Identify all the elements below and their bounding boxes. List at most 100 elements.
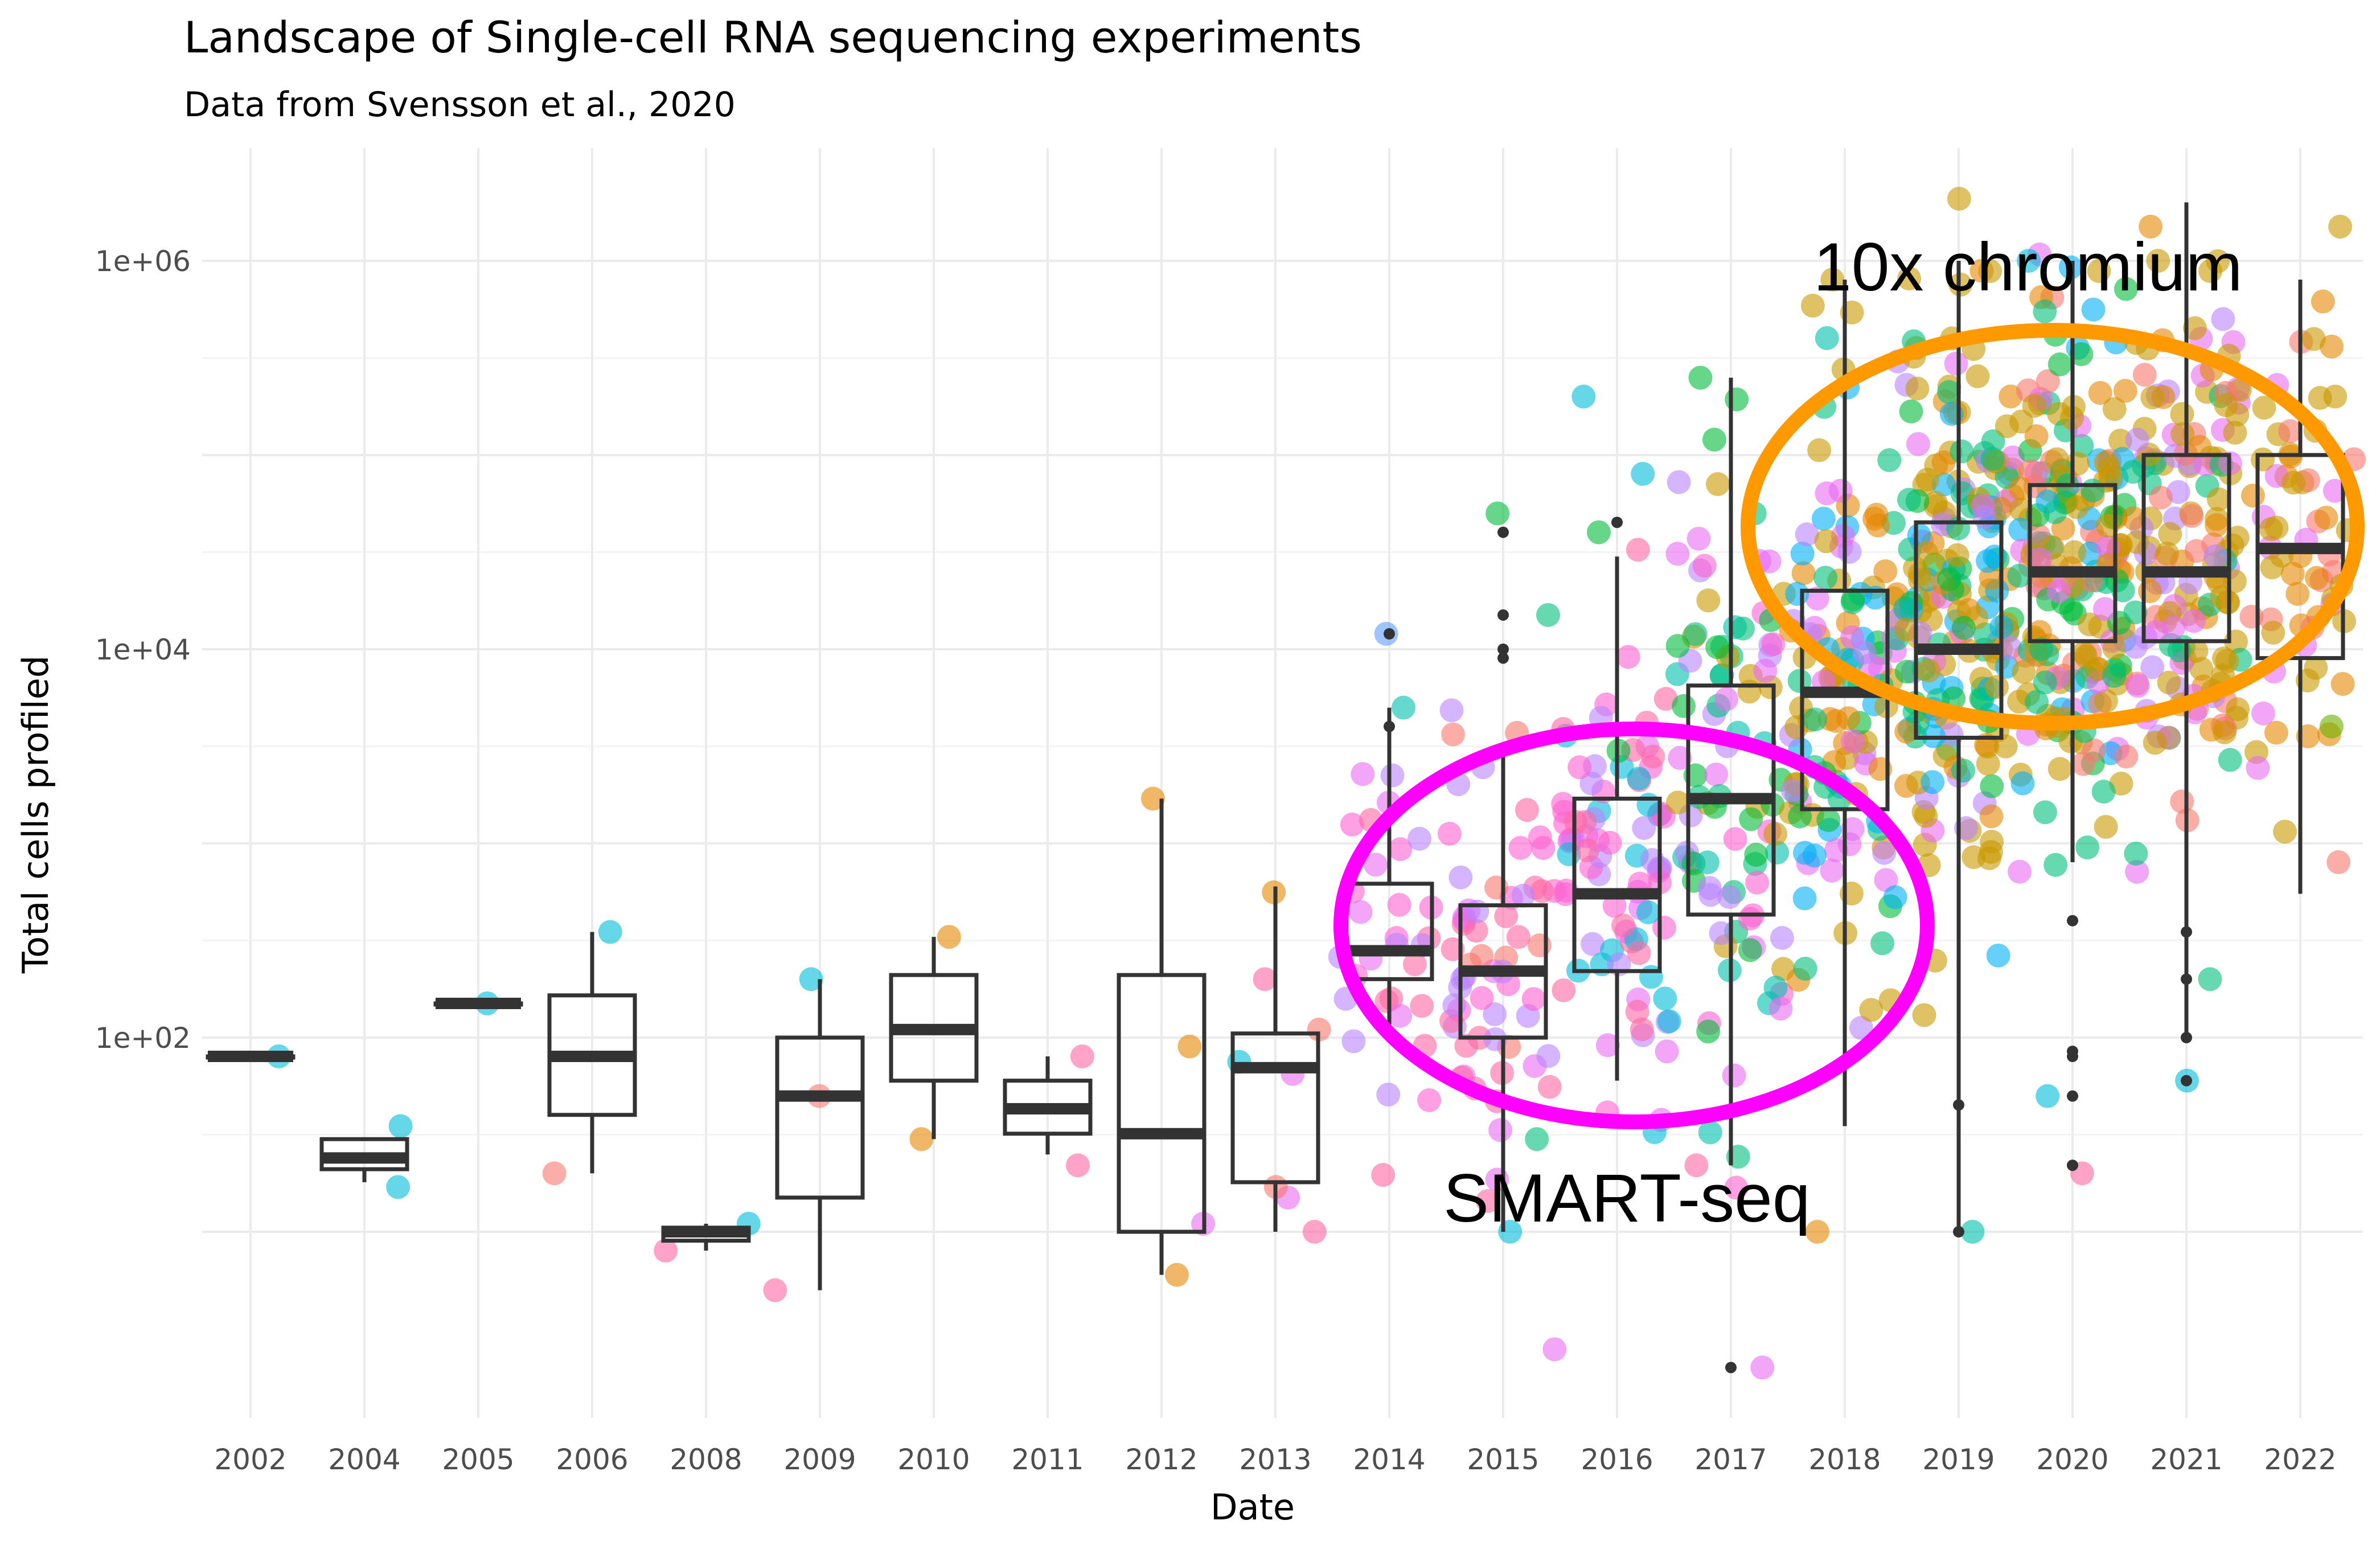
data-point (2239, 604, 2264, 629)
data-point (1724, 1175, 1749, 1200)
data-point (542, 1161, 567, 1186)
boxplot (1230, 886, 1320, 1232)
data-point (1387, 892, 1411, 917)
data-point (2251, 701, 2276, 726)
data-point (1931, 450, 1956, 474)
data-point (1709, 921, 1733, 945)
data-point (2180, 503, 2204, 528)
data-point (2069, 342, 2094, 366)
box-body (2141, 453, 2231, 644)
outlier-point (1611, 517, 1623, 528)
data-point (2326, 850, 2351, 875)
data-point (386, 1175, 411, 1199)
data-point (2114, 277, 2138, 301)
data-point (2305, 565, 2329, 590)
data-point (1947, 186, 1971, 211)
boxplot (206, 1051, 296, 1063)
data-point (2033, 800, 2057, 825)
data-point (2036, 369, 2060, 394)
data-point (2007, 690, 2032, 714)
data-point (937, 925, 961, 949)
data-point (2155, 542, 2180, 566)
data-point (1791, 561, 1816, 585)
data-point (1575, 838, 1600, 863)
data-point (2278, 419, 2303, 444)
boxplot (319, 1137, 409, 1182)
data-point (1802, 843, 1827, 868)
data-point (1706, 472, 1730, 497)
data-point (1870, 931, 1895, 956)
data-point (1528, 933, 1552, 958)
boxplot (1458, 751, 1548, 1232)
data-point (799, 967, 823, 991)
x-tick-label: 2006 (556, 1443, 628, 1476)
x-tick-label: 2005 (442, 1443, 514, 1476)
data-point (2205, 513, 2229, 538)
data-point (1567, 755, 1592, 780)
data-point (1972, 505, 1997, 530)
data-point (2281, 470, 2306, 495)
data-point (1811, 506, 1836, 531)
data-point (1792, 886, 1817, 911)
box-body (1800, 588, 1890, 812)
data-point (1738, 938, 1762, 962)
data-point (1376, 1083, 1401, 1107)
data-point (1852, 640, 1877, 665)
outlier-point (1953, 1099, 1964, 1111)
data-point (1980, 774, 2004, 798)
data-point (1824, 838, 1848, 863)
outlier-point (2067, 1046, 2078, 1058)
x-axis-label: Date (1210, 1486, 1295, 1528)
data-point (2007, 564, 2032, 588)
outlier-point (2067, 915, 2078, 927)
data-point (1696, 1019, 1721, 1044)
data-point (1688, 366, 1713, 390)
y-tick-label: 1e+04 (95, 633, 191, 666)
data-point (1140, 786, 1165, 811)
data-point (1525, 1127, 1549, 1151)
data-point (1626, 538, 1650, 562)
data-point (1717, 885, 1742, 909)
data-point (1388, 1003, 1413, 1028)
data-point (1668, 745, 1692, 770)
data-point (1408, 826, 1432, 851)
data-point (1731, 616, 1755, 641)
data-point (2047, 757, 2072, 781)
data-point (1753, 658, 1778, 683)
boxplot (889, 937, 979, 1140)
data-point (1872, 841, 1897, 865)
x-axis-ticks: 2002 2004 2005 2006 2008 2009 2010 2011 2012 2013… (214, 1443, 2336, 1476)
boxplot (1800, 280, 1890, 1126)
box-body (1572, 796, 1662, 973)
data-point (1800, 293, 1825, 318)
data-point (1914, 804, 1938, 828)
data-point (2098, 465, 2122, 489)
box-body (1914, 520, 2004, 740)
chart-title: Landscape of Single-cell RNA sequencing … (184, 12, 1362, 63)
x-tick-label: 2009 (783, 1443, 856, 1476)
data-point (1653, 986, 1677, 1011)
data-point (1531, 835, 1556, 860)
data-point (1907, 568, 1932, 592)
data-point (2108, 428, 2132, 453)
data-point (2045, 447, 2069, 472)
box-body (1117, 973, 1207, 1234)
data-point (2075, 835, 2100, 860)
data-point (2170, 422, 2195, 446)
data-point (2311, 289, 2335, 314)
data-point (1683, 622, 1708, 646)
data-point (1465, 899, 1489, 924)
x-tick-label: 2022 (2264, 1443, 2336, 1476)
data-point (2078, 612, 2102, 637)
data-point (2008, 859, 2032, 884)
annotation-label-10x: 10x chromium (1813, 229, 2243, 305)
data-point (1765, 841, 1790, 865)
data-point (1795, 522, 1819, 547)
data-point (1705, 635, 1730, 659)
data-point (1985, 675, 2009, 699)
data-point (1641, 744, 1665, 769)
data-point (2184, 539, 2209, 563)
data-point (1976, 752, 2000, 776)
box-body (2255, 453, 2345, 661)
data-point (1511, 883, 1536, 908)
